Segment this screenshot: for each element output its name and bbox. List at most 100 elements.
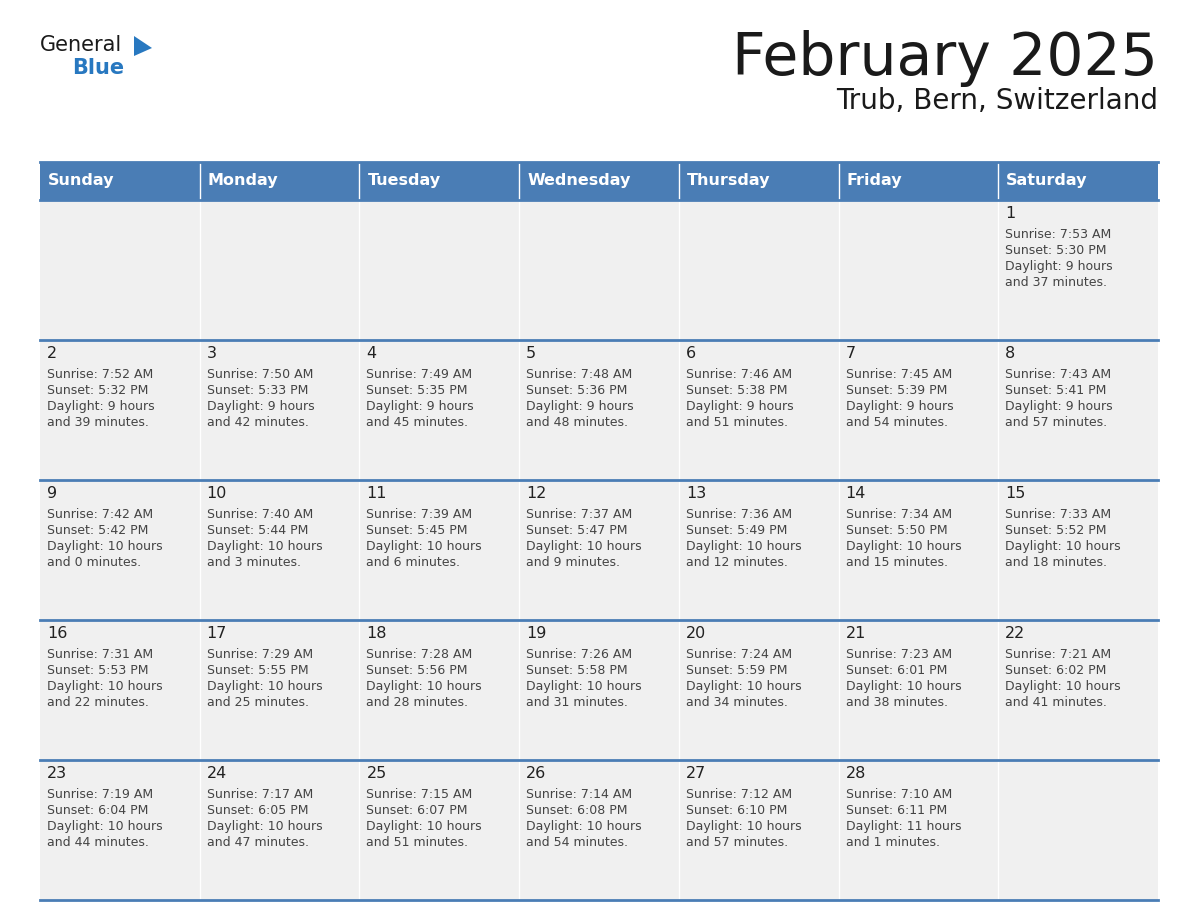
Text: and 41 minutes.: and 41 minutes.: [1005, 696, 1107, 709]
Bar: [839, 620, 998, 760]
Bar: [678, 760, 839, 900]
Text: Daylight: 10 hours: Daylight: 10 hours: [366, 540, 482, 553]
Text: Daylight: 9 hours: Daylight: 9 hours: [1005, 260, 1113, 273]
Text: 17: 17: [207, 626, 227, 641]
Text: 9: 9: [48, 486, 57, 501]
Text: Sunset: 6:01 PM: Sunset: 6:01 PM: [846, 664, 947, 677]
Text: 25: 25: [366, 766, 386, 781]
Text: Daylight: 9 hours: Daylight: 9 hours: [526, 400, 633, 413]
Text: Sunset: 6:05 PM: Sunset: 6:05 PM: [207, 804, 308, 817]
Text: and 37 minutes.: and 37 minutes.: [1005, 276, 1107, 289]
Text: and 6 minutes.: and 6 minutes.: [366, 556, 461, 569]
Text: Sunset: 6:08 PM: Sunset: 6:08 PM: [526, 804, 627, 817]
Text: 20: 20: [685, 626, 706, 641]
Text: and 28 minutes.: and 28 minutes.: [366, 696, 468, 709]
Text: and 57 minutes.: and 57 minutes.: [685, 836, 788, 849]
Text: Sunrise: 7:49 AM: Sunrise: 7:49 AM: [366, 368, 473, 381]
Text: Sunset: 5:41 PM: Sunset: 5:41 PM: [1005, 384, 1107, 397]
Text: and 45 minutes.: and 45 minutes.: [366, 416, 468, 429]
Text: and 54 minutes.: and 54 minutes.: [846, 416, 948, 429]
Text: Thursday: Thursday: [687, 174, 770, 188]
Text: 22: 22: [1005, 626, 1025, 641]
Text: Sunrise: 7:19 AM: Sunrise: 7:19 AM: [48, 788, 153, 801]
Text: Tuesday: Tuesday: [367, 174, 441, 188]
Bar: [360, 200, 519, 340]
Text: and 3 minutes.: and 3 minutes.: [207, 556, 301, 569]
Text: Sunset: 5:32 PM: Sunset: 5:32 PM: [48, 384, 148, 397]
Bar: [360, 480, 519, 620]
Text: and 51 minutes.: and 51 minutes.: [366, 836, 468, 849]
Text: Sunrise: 7:21 AM: Sunrise: 7:21 AM: [1005, 648, 1112, 661]
Bar: [360, 760, 519, 900]
Text: Daylight: 10 hours: Daylight: 10 hours: [366, 680, 482, 693]
Bar: [360, 162, 519, 200]
Text: Sunrise: 7:36 AM: Sunrise: 7:36 AM: [685, 508, 792, 521]
Text: and 15 minutes.: and 15 minutes.: [846, 556, 948, 569]
Text: General: General: [40, 35, 122, 55]
Bar: [998, 200, 1158, 340]
Bar: [200, 340, 360, 480]
Bar: [40, 340, 200, 480]
Text: Daylight: 9 hours: Daylight: 9 hours: [366, 400, 474, 413]
Bar: [678, 480, 839, 620]
Bar: [839, 162, 998, 200]
Text: Sunset: 5:39 PM: Sunset: 5:39 PM: [846, 384, 947, 397]
Text: 18: 18: [366, 626, 387, 641]
Text: Sunrise: 7:14 AM: Sunrise: 7:14 AM: [526, 788, 632, 801]
Bar: [839, 480, 998, 620]
Text: 16: 16: [48, 626, 68, 641]
Text: Sunrise: 7:40 AM: Sunrise: 7:40 AM: [207, 508, 312, 521]
Text: and 54 minutes.: and 54 minutes.: [526, 836, 628, 849]
Text: Daylight: 10 hours: Daylight: 10 hours: [48, 540, 163, 553]
Text: Sunset: 6:11 PM: Sunset: 6:11 PM: [846, 804, 947, 817]
Text: Sunrise: 7:39 AM: Sunrise: 7:39 AM: [366, 508, 473, 521]
Bar: [200, 200, 360, 340]
Text: 10: 10: [207, 486, 227, 501]
Text: Daylight: 9 hours: Daylight: 9 hours: [1005, 400, 1113, 413]
Text: Sunset: 6:02 PM: Sunset: 6:02 PM: [1005, 664, 1107, 677]
Text: Daylight: 10 hours: Daylight: 10 hours: [48, 680, 163, 693]
Text: and 9 minutes.: and 9 minutes.: [526, 556, 620, 569]
Text: Sunset: 5:30 PM: Sunset: 5:30 PM: [1005, 244, 1107, 257]
Text: 28: 28: [846, 766, 866, 781]
Text: and 0 minutes.: and 0 minutes.: [48, 556, 141, 569]
Text: 21: 21: [846, 626, 866, 641]
Bar: [998, 620, 1158, 760]
Bar: [360, 340, 519, 480]
Text: 7: 7: [846, 346, 855, 361]
Text: Sunset: 6:07 PM: Sunset: 6:07 PM: [366, 804, 468, 817]
Text: and 25 minutes.: and 25 minutes.: [207, 696, 309, 709]
Text: Sunrise: 7:52 AM: Sunrise: 7:52 AM: [48, 368, 153, 381]
Text: Sunset: 5:36 PM: Sunset: 5:36 PM: [526, 384, 627, 397]
Text: Sunset: 5:47 PM: Sunset: 5:47 PM: [526, 524, 627, 537]
Bar: [40, 200, 200, 340]
Text: Sunset: 5:50 PM: Sunset: 5:50 PM: [846, 524, 947, 537]
Text: Sunrise: 7:42 AM: Sunrise: 7:42 AM: [48, 508, 153, 521]
Text: and 34 minutes.: and 34 minutes.: [685, 696, 788, 709]
Text: February 2025: February 2025: [732, 30, 1158, 87]
Text: Friday: Friday: [847, 174, 902, 188]
Bar: [519, 480, 678, 620]
Text: and 38 minutes.: and 38 minutes.: [846, 696, 948, 709]
Text: Daylight: 10 hours: Daylight: 10 hours: [366, 820, 482, 833]
Text: Sunset: 5:56 PM: Sunset: 5:56 PM: [366, 664, 468, 677]
Text: Sunrise: 7:31 AM: Sunrise: 7:31 AM: [48, 648, 153, 661]
Text: Sunrise: 7:45 AM: Sunrise: 7:45 AM: [846, 368, 952, 381]
Text: Sunrise: 7:15 AM: Sunrise: 7:15 AM: [366, 788, 473, 801]
Text: Daylight: 10 hours: Daylight: 10 hours: [526, 680, 642, 693]
Bar: [519, 162, 678, 200]
Text: Sunset: 5:58 PM: Sunset: 5:58 PM: [526, 664, 627, 677]
Text: and 48 minutes.: and 48 minutes.: [526, 416, 628, 429]
Text: and 44 minutes.: and 44 minutes.: [48, 836, 148, 849]
Bar: [40, 480, 200, 620]
Text: 15: 15: [1005, 486, 1025, 501]
Text: 12: 12: [526, 486, 546, 501]
Bar: [678, 340, 839, 480]
Text: Daylight: 10 hours: Daylight: 10 hours: [1005, 540, 1121, 553]
Text: Sunset: 5:44 PM: Sunset: 5:44 PM: [207, 524, 308, 537]
Text: Sunset: 5:49 PM: Sunset: 5:49 PM: [685, 524, 788, 537]
Bar: [839, 340, 998, 480]
Text: Daylight: 10 hours: Daylight: 10 hours: [207, 820, 322, 833]
Bar: [360, 620, 519, 760]
Text: Sunset: 5:33 PM: Sunset: 5:33 PM: [207, 384, 308, 397]
